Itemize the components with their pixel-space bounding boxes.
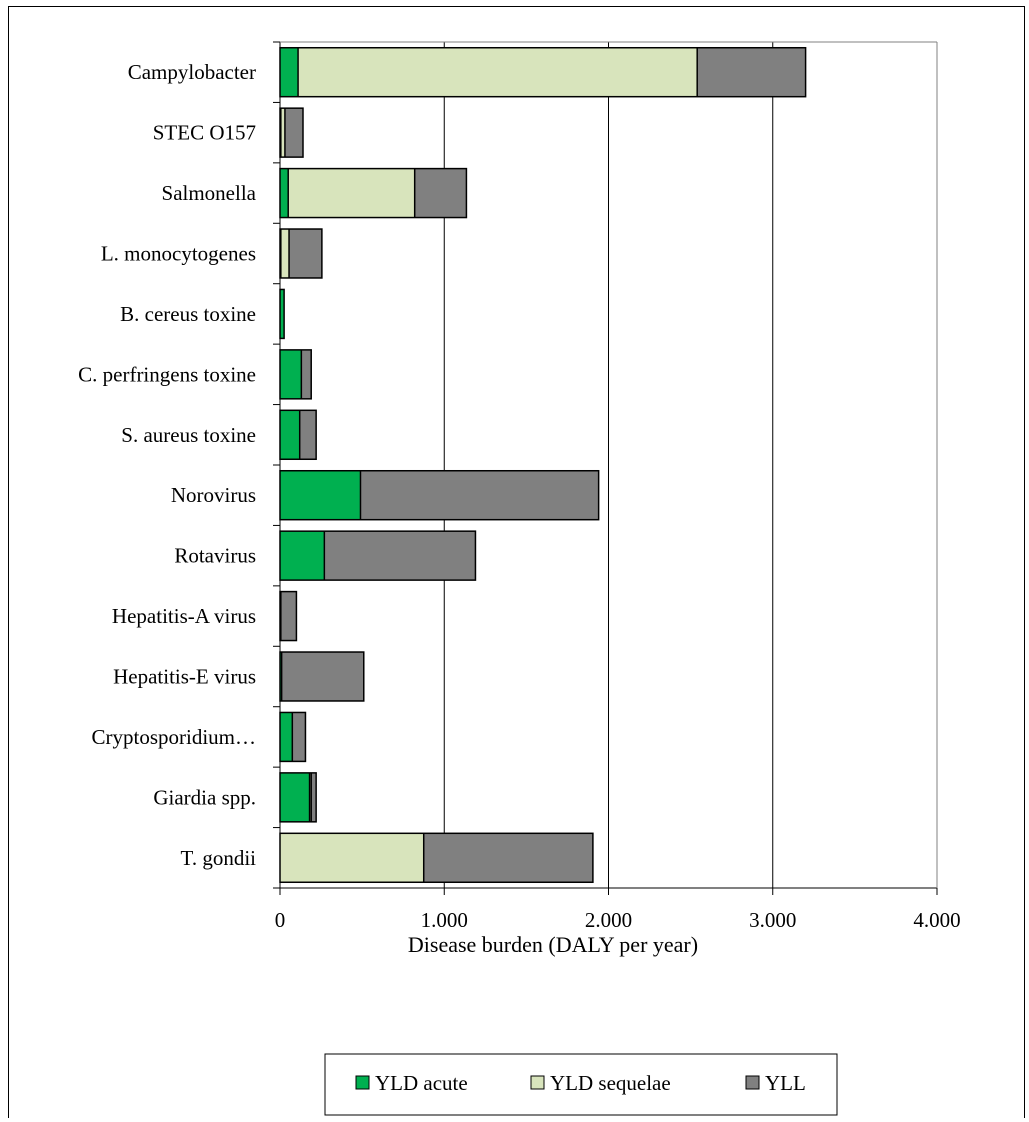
bar-segment-yll: [360, 470, 599, 520]
bar-row: [279, 651, 365, 702]
bar-segment-yld-acute: [280, 168, 289, 218]
bar-row: [279, 409, 317, 461]
category-label: Campylobacter: [128, 60, 256, 84]
category-label: STEC O157: [153, 121, 256, 145]
bar-segment-yld-sequelae: [280, 229, 290, 278]
bar-segment-yll: [280, 591, 297, 641]
category-label: Hepatitis-E virus: [113, 665, 256, 689]
category-label: Cryptosporidium…: [91, 725, 256, 749]
bar-segment-yld-sequelae: [288, 168, 415, 218]
bar-segment-yld-acute: [280, 410, 300, 460]
x-tick-labels: 0 1.000 2.000 3.000 4.000: [275, 908, 961, 932]
bar-row: [279, 832, 594, 884]
bar-segment-yll: [423, 833, 593, 883]
category-label: C. perfringens toxine: [78, 362, 256, 386]
category-label: L. monocytogenes: [101, 242, 256, 266]
bar-segment-yll: [284, 108, 303, 158]
bar-segment-yld-acute: [280, 349, 302, 399]
category-labels: Campylobacter STEC O157 Salmonella L. monoc…: [78, 60, 257, 870]
category-label: Giardia spp.: [153, 785, 256, 809]
x-tick-label: 4.000: [913, 908, 960, 932]
bar-segment-yld-sequelae: [280, 108, 285, 158]
bar-row: [279, 772, 317, 823]
legend-label: YLD sequelae: [550, 1071, 671, 1095]
bar-segment-yll: [292, 712, 306, 762]
bar-row: [279, 228, 323, 279]
bar-segment-yll: [324, 531, 476, 581]
axes: [273, 41, 938, 895]
legend-swatch-yld-sequelae: [530, 1075, 545, 1090]
gridlines: [443, 42, 938, 888]
legend-label: YLL: [765, 1071, 806, 1095]
bar-row: [279, 46, 807, 98]
category-label: Salmonella: [162, 181, 257, 205]
category-label: Hepatitis-A virus: [112, 604, 256, 628]
category-label: T. gondii: [181, 846, 257, 870]
category-label: Rotavirus: [174, 544, 256, 568]
bar-segment-yld-acute: [280, 652, 282, 701]
bar-segment-yll: [281, 652, 364, 701]
category-label: Norovirus: [171, 483, 256, 507]
legend-swatch-yll: [745, 1075, 760, 1090]
bar-segment-yld-sequelae: [280, 833, 424, 883]
bar-segment-yld-sequelae: [309, 772, 312, 822]
bar-row: [279, 288, 285, 340]
bar-row: [279, 469, 600, 521]
legend-label: YLD acute: [375, 1071, 468, 1095]
bar-segment-yll: [697, 47, 806, 97]
category-label: S. aureus toxine: [121, 423, 256, 447]
bar-row: [279, 590, 298, 642]
bar-segment-yld-sequelae: [298, 47, 698, 97]
bar-segment-yld-acute: [280, 289, 285, 339]
x-axis-title: Disease burden (DALY per year): [408, 932, 698, 957]
bar-segment-yll: [299, 410, 317, 460]
bar-segment-yld-acute: [280, 772, 310, 822]
bar-segment-yld-acute: [280, 47, 299, 97]
bar-row: [279, 711, 307, 763]
bar-row: [279, 349, 312, 400]
bar-segment-yld-acute: [280, 712, 293, 762]
bar-row: [279, 107, 304, 158]
bars: [279, 46, 807, 884]
bar-row: [279, 167, 468, 219]
chart-frame: [8, 6, 1025, 1118]
bar-segment-yll: [414, 168, 467, 218]
bar-segment-yld-acute: [280, 531, 325, 581]
bar-segment-yll: [301, 349, 312, 399]
x-tick-label: 0: [275, 908, 286, 932]
legend-swatch-yld-acute: [355, 1075, 370, 1090]
bar-segment-yll: [311, 772, 317, 822]
x-tick-label: 2.000: [585, 908, 632, 932]
x-tick-label: 3.000: [749, 908, 796, 932]
bar-segment-yld-acute: [280, 470, 361, 520]
category-label: B. cereus toxine: [120, 302, 256, 326]
legend: YLD acute YLD sequelae YLL: [324, 1053, 838, 1116]
bar-row: [279, 530, 477, 581]
bar-segment-yll: [289, 229, 322, 278]
x-tick-label: 1.000: [421, 908, 468, 932]
